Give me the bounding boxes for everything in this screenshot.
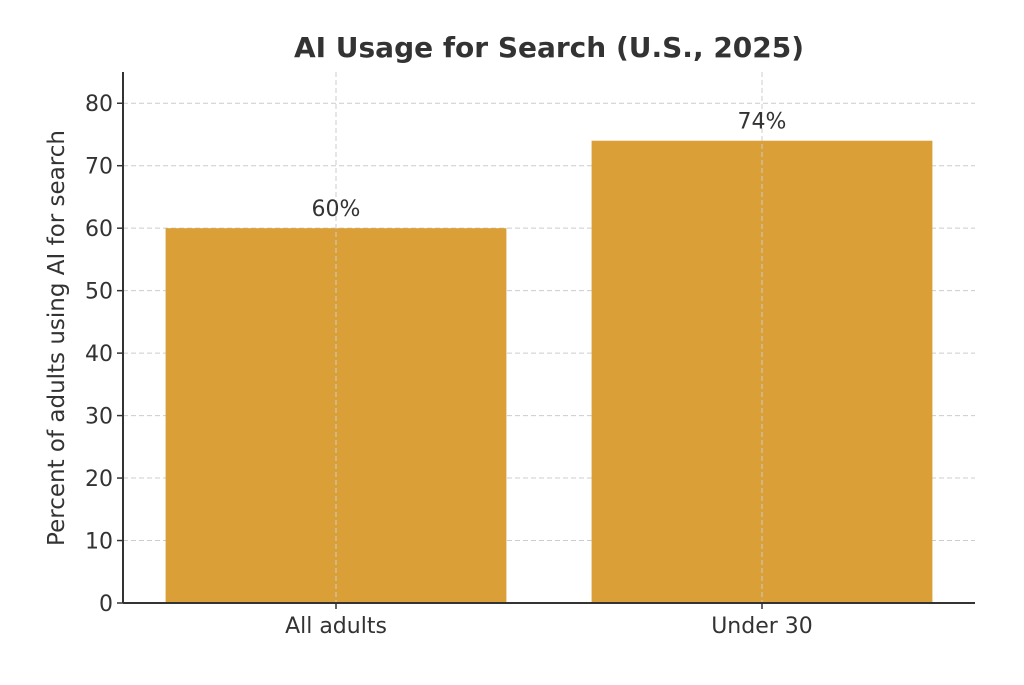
x-tick-label: All adults (285, 614, 387, 639)
y-axis-label: Percent of adults using AI for search (44, 130, 70, 546)
data-label: 60% (312, 197, 361, 222)
x-tick-label: Under 30 (711, 614, 813, 639)
y-tick-label: 40 (85, 342, 113, 367)
axes (117, 72, 975, 609)
y-tick-label: 10 (85, 530, 113, 555)
chart-title: AI Usage for Search (U.S., 2025) (294, 31, 804, 64)
grid (123, 102, 975, 542)
bars (165, 140, 933, 604)
y-tick-label: 50 (85, 280, 113, 305)
vertical-grid (335, 72, 763, 603)
y-tick-label: 0 (99, 592, 113, 617)
data-label: 74% (738, 110, 787, 135)
labels: 0 10 20 30 40 50 60 70 80 All adults 60% Under 30 74… (85, 92, 813, 639)
y-tick-label: 80 (85, 92, 113, 117)
y-tick-label: 70 (85, 155, 113, 180)
y-tick-label: 30 (85, 405, 113, 430)
y-tick-label: 60 (85, 217, 113, 242)
y-tick-label: 20 (85, 467, 113, 492)
